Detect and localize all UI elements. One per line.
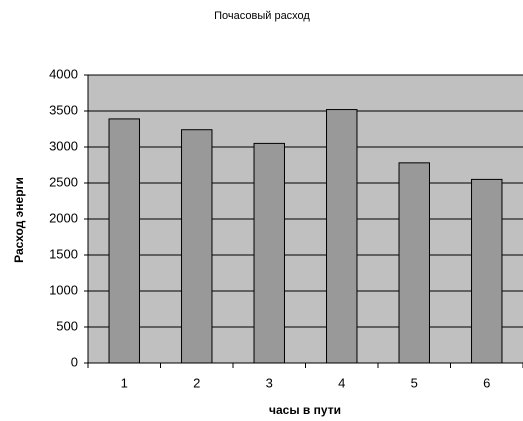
y-tick-label: 2500 [49, 174, 78, 189]
x-tick-label: 5 [411, 375, 418, 390]
x-tick-label: 1 [121, 375, 128, 390]
y-tick-label: 2000 [49, 210, 78, 225]
bar [471, 178, 503, 364]
y-axis-title: Расход энерги [12, 177, 26, 263]
y-tick-label: 3000 [49, 138, 78, 153]
x-tick-label: 2 [193, 375, 200, 390]
bar [181, 129, 213, 364]
bar [326, 109, 358, 364]
y-tick-label: 0 [71, 354, 78, 369]
y-tick-label: 500 [56, 318, 78, 333]
x-axis-title: часы в пути [269, 403, 341, 417]
x-tick-label: 4 [338, 375, 345, 390]
y-tick-label: 1500 [49, 246, 78, 261]
bar [253, 142, 285, 364]
x-tick-label: 6 [483, 375, 490, 390]
bar [108, 118, 140, 364]
y-tick-label: 4000 [49, 66, 78, 81]
y-tick-label: 1000 [49, 282, 78, 297]
chart-title: Почасовый расход [214, 10, 310, 22]
y-tick-label: 3500 [49, 102, 78, 117]
bar [398, 162, 430, 364]
x-tick-label: 3 [266, 375, 273, 390]
